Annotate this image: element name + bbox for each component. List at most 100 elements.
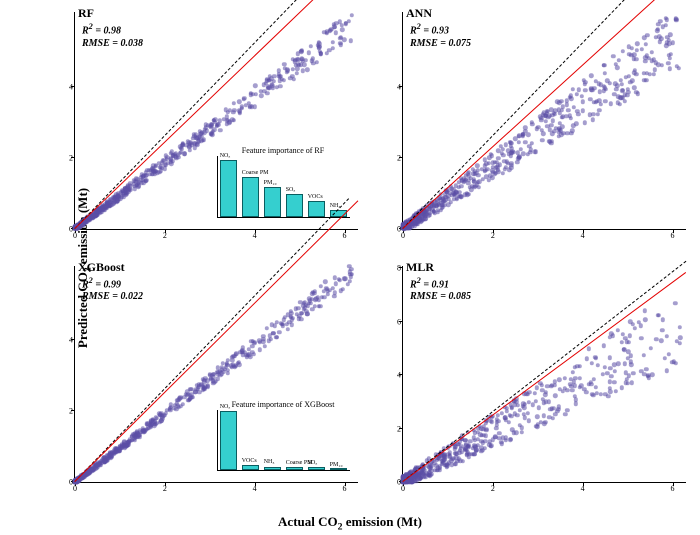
scatter-point (334, 281, 338, 285)
scatter-point (308, 44, 312, 48)
xtick-label: 0 (73, 231, 77, 240)
scatter-point (160, 417, 164, 421)
scatter-point (547, 113, 551, 117)
scatter-point (474, 448, 478, 452)
inset-bar-label: Coarse PM (242, 170, 269, 176)
scatter-point (289, 323, 293, 327)
scatter-point (281, 323, 285, 327)
scatter-point (283, 315, 287, 319)
scatter-point (589, 361, 593, 365)
scatter-point (501, 171, 505, 175)
scatter-point (533, 391, 537, 395)
scatter-point (144, 173, 148, 177)
inset-title: Feature importance of RF (217, 146, 350, 155)
scatter-point (619, 82, 623, 86)
scatter-point (479, 449, 483, 453)
scatter-point (320, 295, 324, 299)
scatter-point (265, 91, 269, 95)
scatter-point (635, 48, 639, 52)
scatter-point (574, 92, 578, 96)
scatter-point (620, 386, 624, 390)
inset-bar (220, 160, 238, 217)
scatter-point (272, 324, 276, 328)
scatter-point (241, 345, 245, 349)
scatter-point (278, 78, 282, 82)
ytick-label: 2 (397, 424, 401, 433)
scatter-point (527, 418, 531, 422)
scatter-point (501, 153, 505, 157)
inset-bar-label: PM₁₀ (264, 180, 277, 186)
scatter-point (576, 112, 580, 116)
scatter-point (647, 72, 651, 76)
scatter-point (541, 132, 545, 136)
scatter-point (664, 43, 668, 47)
scatter-point (521, 152, 525, 156)
scatter-point (643, 317, 647, 321)
scatter-point (340, 287, 344, 291)
scatter-point (579, 94, 583, 98)
scatter-point (581, 108, 585, 112)
scatter-point (232, 101, 236, 105)
inset-bar (264, 467, 282, 471)
scatter-point (225, 122, 229, 126)
scatter-point (534, 150, 538, 154)
scatter-point (604, 87, 608, 91)
ytick-label: 6 (397, 317, 401, 326)
scatter-point (472, 185, 476, 189)
scatter-point (614, 87, 618, 91)
x-axis-label: Actual CO2 emission (Mt) (0, 514, 700, 533)
scatter-point (649, 346, 653, 350)
scatter-point (649, 50, 653, 54)
scatter-point (450, 463, 454, 467)
scatter-point (658, 19, 662, 23)
scatter-point (584, 356, 588, 360)
scatter-point (614, 389, 618, 393)
scatter-point (590, 88, 594, 92)
scatter-point (302, 63, 306, 67)
inset-bar (242, 465, 260, 470)
inset-chart: Feature importance of XGBoostContributio… (217, 400, 350, 474)
ytick-label: 2 (397, 153, 401, 162)
scatter-point (438, 466, 442, 470)
scatter-point (565, 103, 569, 107)
scatter-point (237, 99, 241, 103)
scatter-point (274, 335, 278, 339)
scatter-point (662, 356, 666, 360)
scatter-point (265, 326, 269, 330)
xtick-label: 4 (253, 231, 257, 240)
scatter-point (571, 123, 575, 127)
scatter-point (526, 411, 530, 415)
scatter-point (530, 122, 534, 126)
scatter-point (643, 309, 647, 313)
scatter-point (634, 57, 638, 61)
scatter-point (517, 154, 521, 158)
inset-bar-label: NH₃ (264, 459, 275, 465)
inset-bar-label: PM₁₀ (330, 462, 343, 468)
scatter-point (318, 284, 322, 288)
scatter-point (98, 463, 102, 467)
inset-bar (264, 187, 282, 216)
scatter-point (472, 430, 476, 434)
scatter-point (328, 29, 332, 33)
scatter-point (299, 311, 303, 315)
inset-bar-label: SOₓ (308, 460, 317, 466)
inset-bar-label: NOₓ (220, 153, 230, 159)
xtick-label: 2 (491, 484, 495, 493)
scatter-point (242, 96, 246, 100)
scatter-point (127, 439, 131, 443)
scatter-point (597, 108, 601, 112)
scatter-point (530, 141, 534, 145)
scatter-point (603, 99, 607, 103)
xtick-label: 6 (671, 231, 675, 240)
scatter-point (661, 318, 665, 322)
scatter-point (495, 413, 499, 417)
inset-bar (308, 467, 326, 470)
scatter-point (334, 30, 338, 34)
scatter-point (526, 152, 530, 156)
scatter-point (542, 421, 546, 425)
scatter-point (665, 17, 669, 21)
scatter-point (540, 138, 544, 142)
scatter-point (541, 413, 545, 417)
scatter-point (642, 78, 646, 82)
ytick-label: 8 (397, 264, 401, 273)
